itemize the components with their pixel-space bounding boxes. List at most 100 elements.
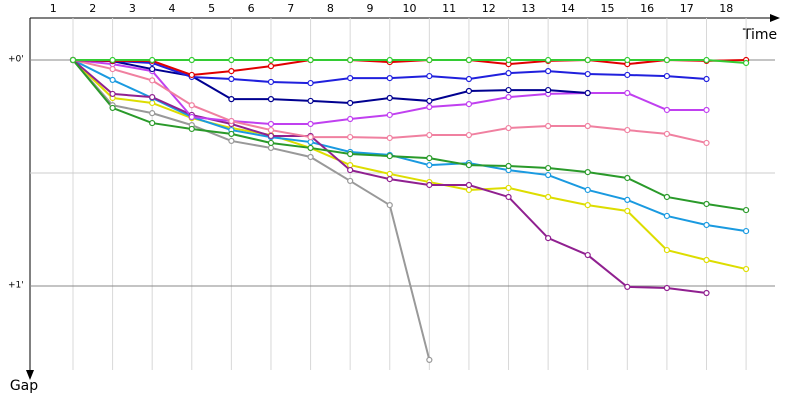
data-point: [267, 126, 275, 134]
data-point: [584, 186, 591, 194]
data-point: [703, 256, 710, 264]
data-point: [505, 93, 512, 101]
data-point: [188, 113, 195, 121]
data-point: [545, 164, 552, 172]
data-point: [465, 131, 473, 139]
data-point: [386, 56, 393, 64]
data-point: [149, 99, 156, 107]
data-point: [505, 193, 512, 201]
data-point: [742, 206, 750, 214]
data-point: [149, 77, 156, 84]
data-point: [663, 246, 671, 254]
data-point: [545, 234, 552, 242]
data-point: [307, 138, 314, 146]
data-point: [267, 78, 275, 86]
data-point: [347, 177, 354, 185]
data-point: [703, 75, 710, 83]
data-point: [307, 56, 314, 64]
data-point: [584, 89, 591, 97]
y-tick-label: +0': [8, 55, 24, 65]
data-point: [465, 162, 473, 169]
data-point: [149, 119, 156, 127]
data-point: [386, 176, 393, 183]
x-tick-label: 3: [129, 2, 136, 15]
x-tick-label: 11: [442, 2, 456, 15]
x-tick-label: 16: [640, 2, 654, 15]
x-tick-label: 7: [287, 2, 294, 15]
data-point: [624, 56, 631, 64]
data-point: [188, 71, 195, 79]
data-point: [663, 106, 671, 114]
data-point: [505, 86, 512, 94]
data-point: [307, 133, 314, 141]
x-tick-label: 2: [89, 2, 96, 15]
data-point: [663, 56, 671, 64]
x-tick-label: 4: [168, 2, 175, 15]
x-tick-label: 15: [601, 2, 615, 15]
x-tick-label: 10: [403, 2, 417, 15]
data-point: [545, 171, 552, 179]
data-point: [307, 79, 314, 87]
data-point: [109, 56, 116, 64]
data-point: [465, 100, 473, 108]
data-point: [584, 122, 591, 130]
data-point: [307, 120, 314, 128]
series-line: [72, 59, 747, 76]
data-point: [465, 75, 473, 83]
data-point: [545, 122, 552, 130]
data-point: [347, 166, 354, 174]
data-point: [228, 68, 235, 75]
data-point: [426, 162, 433, 169]
data-point: [267, 120, 275, 128]
x-tick-label: 8: [327, 2, 334, 15]
data-point: [584, 70, 591, 78]
data-point: [584, 251, 591, 259]
data-point: [465, 181, 473, 189]
data-point: [347, 133, 354, 141]
series-line: [72, 59, 747, 271]
series-line: [72, 59, 588, 104]
data-point: [624, 71, 631, 79]
data-point: [505, 184, 512, 192]
data-point: [228, 56, 235, 64]
data-point: [347, 56, 354, 64]
x-tick-label: 6: [248, 2, 255, 15]
data-point: [663, 130, 671, 138]
data-point: [267, 56, 275, 64]
data-point: [465, 56, 473, 64]
data-point: [624, 174, 631, 182]
data-point: [545, 56, 552, 64]
series-line: [72, 59, 747, 233]
data-point: [267, 96, 275, 103]
data-point: [347, 162, 354, 169]
x-tick-label: 17: [680, 2, 694, 15]
data-point: [228, 117, 235, 125]
data-point: [742, 59, 750, 67]
data-point: [267, 63, 275, 70]
data-point: [228, 75, 235, 83]
y-axis-arrow: [26, 370, 34, 380]
data-point: [505, 56, 512, 64]
data-point: [149, 56, 156, 64]
data-point: [545, 193, 552, 201]
data-point: [188, 125, 195, 133]
data-point: [545, 68, 552, 75]
x-tick-label: 14: [561, 2, 575, 15]
data-point: [386, 170, 393, 178]
x-tick-label: 18: [719, 2, 733, 15]
x-axis-arrow: [770, 14, 780, 22]
x-tick-label: 9: [366, 2, 373, 15]
data-point: [109, 104, 116, 112]
data-point: [624, 126, 631, 134]
series-line: [72, 59, 747, 64]
data-point: [109, 90, 116, 98]
data-point: [347, 99, 354, 107]
data-point: [505, 70, 512, 77]
data-point: [584, 56, 591, 64]
x-tick-label: 1: [50, 2, 57, 15]
data-point: [426, 181, 433, 189]
data-point: [347, 75, 354, 82]
data-point: [624, 207, 631, 215]
data-point: [386, 75, 393, 82]
